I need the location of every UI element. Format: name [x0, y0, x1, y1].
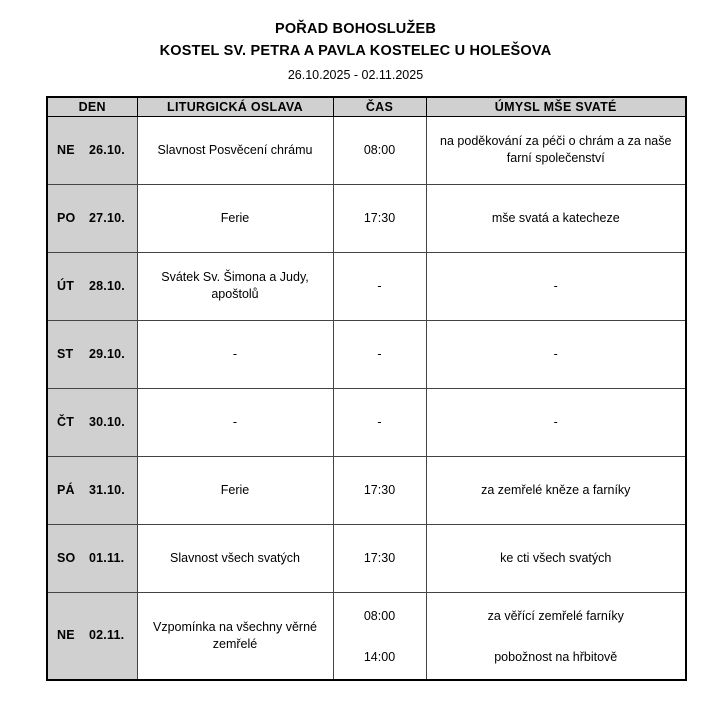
- cell-day: ČT 30.10.: [46, 387, 138, 457]
- cell-celebration: -: [136, 319, 334, 389]
- cell-time-first: 08:00: [363, 608, 396, 623]
- day-date: 02.11.: [89, 628, 125, 643]
- cell-day: SO 01.11.: [46, 523, 138, 593]
- table-row: PO 27.10. Ferie 17:30 mše svatá a kateche…: [46, 183, 687, 253]
- cell-celebration: Ferie: [136, 183, 334, 253]
- cell-day: PO 27.10.: [46, 183, 138, 253]
- schedule-table-wrapper: DEN LITURGICKÁ OSLAVA ČAS ÚMYSL MŠE SVAT…: [46, 96, 687, 681]
- cell-time: 17:30: [332, 523, 427, 593]
- column-header-umysl-mse-svate: ÚMYSL MŠE SVATÉ: [425, 96, 687, 117]
- date-range-subtitle: 26.10.2025 - 02.11.2025: [287, 68, 424, 82]
- cell-day: ÚT 28.10.: [46, 251, 138, 321]
- cell-day: NE 02.11.: [46, 591, 138, 681]
- day-abbreviation: PÁ: [57, 482, 75, 497]
- column-header-den: DEN: [46, 96, 138, 117]
- cell-intention: na poděkování za péči o chrám a za naše …: [425, 115, 687, 185]
- cell-time: 17:30: [332, 183, 427, 253]
- cell-time: -: [332, 319, 427, 389]
- cell-time: -: [332, 251, 427, 321]
- cell-time: -: [332, 387, 427, 457]
- document-heading: POŘAD BOHOSLUŽEB KOSTEL SV. PETRA A PAVL…: [0, 0, 711, 85]
- day-date: 01.11.: [89, 550, 125, 565]
- cell-time-second: 14:00: [363, 649, 396, 664]
- column-header-cas: ČAS: [332, 96, 427, 117]
- table-row: NE 02.11. Vzpomínka na všechny věrné zemř…: [46, 591, 687, 681]
- cell-intention: ke cti všech svatých: [425, 523, 687, 593]
- table-row: ČT 30.10. - - -: [46, 387, 687, 457]
- table-row: NE 26.10. Slavnost Posvěcení chrámu 08:00…: [46, 115, 687, 185]
- cell-day: ST 29.10.: [46, 319, 138, 389]
- table-row: ÚT 28.10. Svátek Sv. Šimona a Judy, apošt…: [46, 251, 687, 321]
- cell-intention: mše svatá a katecheze: [425, 183, 687, 253]
- cell-intention: -: [425, 251, 687, 321]
- day-date: 31.10.: [89, 482, 125, 497]
- cell-time-group: 08:00 14:00: [332, 591, 427, 681]
- table-row: SO 01.11. Slavnost všech svatých 17:30 ke…: [46, 523, 687, 593]
- page-title-line1: POŘAD BOHOSLUŽEB: [274, 21, 437, 37]
- column-header-liturgicka-oslava: LITURGICKÁ OSLAVA: [136, 96, 334, 117]
- cell-intention-first: za věřící zemřelé farníky: [487, 608, 624, 623]
- cell-intention-second: pobožnost na hřbitově: [494, 649, 618, 664]
- day-abbreviation: ST: [57, 346, 74, 361]
- cell-celebration: Slavnost všech svatých: [136, 523, 334, 593]
- day-abbreviation: NE: [57, 142, 75, 157]
- cell-intention-group: za věřící zemřelé farníky pobožnost na h…: [425, 591, 687, 681]
- cell-celebration: -: [136, 387, 334, 457]
- day-abbreviation: SO: [57, 550, 76, 565]
- cell-intention: za zemřelé kněze a farníky: [425, 455, 687, 525]
- day-date: 26.10.: [89, 142, 125, 157]
- cell-celebration: Svátek Sv. Šimona a Judy, apoštolů: [136, 251, 334, 321]
- cell-day: NE 26.10.: [46, 115, 138, 185]
- day-date: 27.10.: [89, 210, 125, 225]
- page-title-line2: KOSTEL SV. PETRA A PAVLA KOSTELEC U HOLE…: [159, 43, 552, 59]
- cell-time: 17:30: [332, 455, 427, 525]
- cell-celebration: Vzpomínka na všechny věrné zemřelé: [136, 591, 334, 681]
- cell-intention: -: [425, 319, 687, 389]
- table-row: ST 29.10. - - -: [46, 319, 687, 389]
- day-abbreviation: ČT: [57, 414, 75, 429]
- day-abbreviation: NE: [57, 628, 75, 643]
- table-row: PÁ 31.10. Ferie 17:30 za zemřelé kněze a …: [46, 455, 687, 525]
- cell-day: PÁ 31.10.: [46, 455, 138, 525]
- day-date: 28.10.: [89, 278, 125, 293]
- day-abbreviation: ÚT: [57, 278, 75, 293]
- schedule-table: DEN LITURGICKÁ OSLAVA ČAS ÚMYSL MŠE SVAT…: [46, 96, 687, 681]
- day-date: 30.10.: [89, 414, 125, 429]
- table-header-row: DEN LITURGICKÁ OSLAVA ČAS ÚMYSL MŠE SVAT…: [46, 96, 687, 117]
- day-date: 29.10.: [89, 346, 125, 361]
- cell-intention: -: [425, 387, 687, 457]
- cell-celebration: Slavnost Posvěcení chrámu: [136, 115, 334, 185]
- day-abbreviation: PO: [57, 210, 76, 225]
- cell-time: 08:00: [332, 115, 427, 185]
- table-header: DEN LITURGICKÁ OSLAVA ČAS ÚMYSL MŠE SVAT…: [46, 96, 687, 117]
- cell-celebration: Ferie: [136, 455, 334, 525]
- table-body: NE 26.10. Slavnost Posvěcení chrámu 08:00…: [46, 115, 687, 681]
